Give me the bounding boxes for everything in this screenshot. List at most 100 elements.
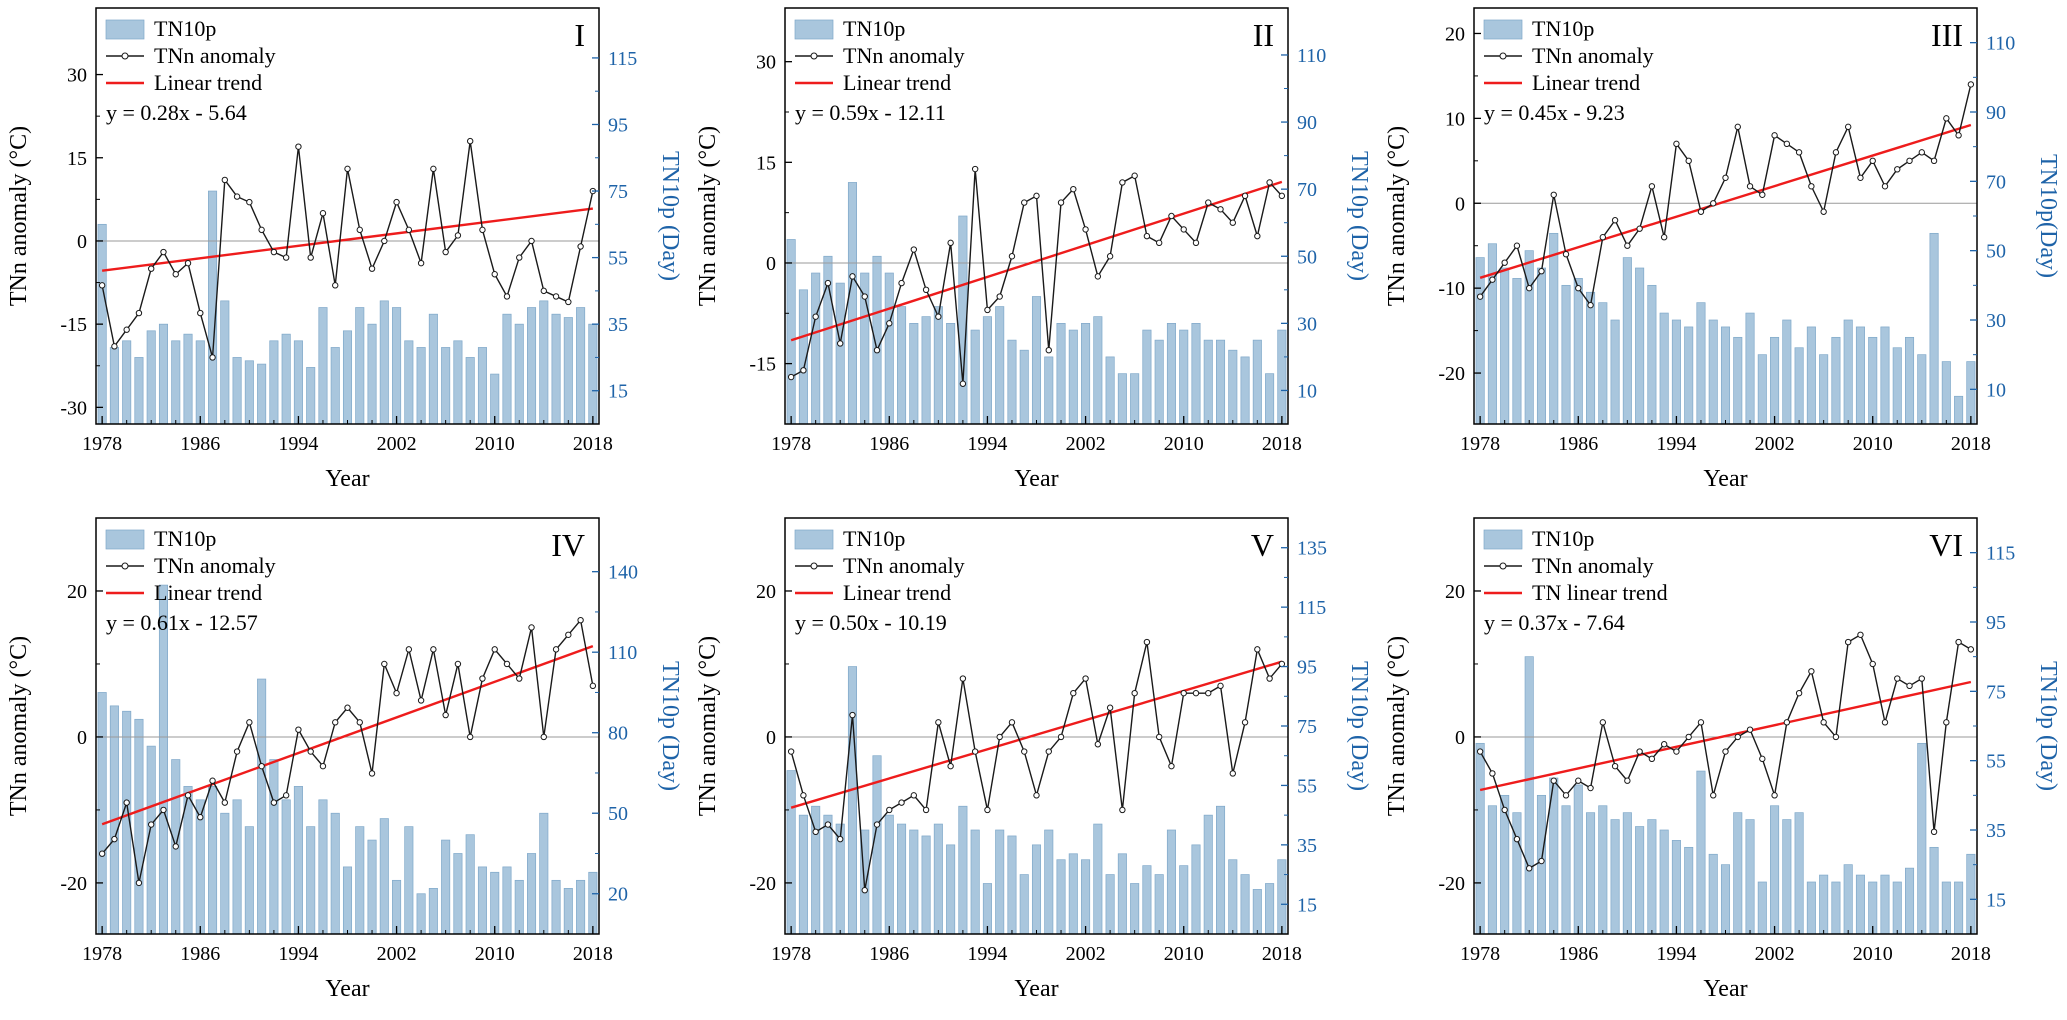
left-tick-label: 20 — [756, 581, 776, 603]
tnn-marker — [98, 850, 106, 857]
tnn-marker — [1746, 726, 1754, 733]
tn10p-bar — [1586, 812, 1596, 935]
tnn-marker — [1955, 638, 1962, 646]
panel-label: VI — [1929, 527, 1963, 563]
tn10p-bar — [1757, 354, 1767, 425]
tn10p-bar — [1671, 840, 1681, 935]
tn10p-bar — [1696, 770, 1706, 935]
left-tick-label: 20 — [1445, 581, 1465, 603]
tn10p-bar — [1019, 349, 1029, 425]
right-tick-label: 75 — [1986, 681, 2006, 703]
tnn-marker — [221, 176, 229, 184]
tnn-marker — [1894, 166, 1901, 173]
tn10p-bar — [428, 313, 438, 425]
tn10p-bar — [1610, 319, 1620, 425]
tnn-marker — [1241, 719, 1249, 726]
tn10p-bar — [244, 360, 254, 425]
x-tick-label: 2002 — [377, 943, 417, 965]
x-tick-label: 1978 — [1460, 943, 1500, 965]
tn10p-bar — [1905, 336, 1915, 425]
tnn-marker — [1832, 733, 1840, 741]
tn10p-bar — [1757, 881, 1767, 935]
tn10p-bar — [563, 317, 573, 425]
legend-bar-swatch — [105, 19, 145, 40]
right-tick-label: 115 — [1297, 597, 1326, 619]
tn10p-bar — [1093, 823, 1103, 935]
right-tick-label: 90 — [1297, 112, 1317, 134]
panel-label: III — [1931, 17, 1963, 53]
left-tick-label: -20 — [1438, 363, 1465, 385]
tnn-marker — [1562, 251, 1570, 258]
tn10p-bar — [220, 300, 230, 425]
tn10p-bar — [465, 357, 475, 425]
trend-equation: y = 0.28x - 5.64 — [106, 100, 247, 125]
tn10p-bar — [1166, 829, 1176, 935]
legend-label-tn10p: TN10p — [1532, 16, 1594, 41]
x-tick-label: 2010 — [475, 433, 515, 455]
legend-marker — [1499, 562, 1507, 570]
tn10p-bar — [220, 812, 230, 935]
tn10p-bar — [379, 300, 389, 425]
tnn-marker — [1008, 719, 1016, 726]
right-tick-label: 35 — [1297, 835, 1317, 857]
tnn-marker — [1869, 660, 1876, 668]
tn10p-bar — [416, 347, 426, 425]
tn10p-bar — [1598, 805, 1608, 935]
tnn-marker — [1918, 149, 1925, 156]
left-tick-label: -15 — [60, 314, 87, 336]
tnn-marker — [898, 279, 905, 287]
tnn-marker — [1143, 638, 1151, 646]
right-axis-label: TN10p (Day) — [657, 151, 683, 281]
tnn-marker — [787, 748, 795, 755]
tn10p-bar — [1265, 883, 1275, 935]
x-tick-label: 1978 — [82, 433, 122, 455]
legend-label-trend: Linear trend — [1532, 70, 1640, 95]
left-axis-label: TNn anomaly (°C) — [6, 636, 32, 816]
tn10p-bar — [281, 799, 291, 935]
tnn-marker — [368, 265, 376, 272]
tn10p-bar — [1105, 356, 1115, 425]
tnn-marker — [1070, 689, 1077, 697]
tnn-marker — [1906, 682, 1913, 690]
tn10p-bar — [1770, 336, 1780, 425]
tn10p-bar — [576, 879, 586, 935]
tnn-marker — [910, 246, 918, 253]
tn10p-bar — [1130, 883, 1140, 935]
tnn-marker — [1611, 217, 1619, 224]
x-tick-label: 1994 — [278, 433, 318, 455]
tnn-marker — [356, 226, 363, 234]
tn10p-bar — [293, 786, 303, 935]
tn10p-bar — [1475, 742, 1485, 935]
tn10p-bar — [811, 805, 821, 935]
tnn-marker — [1538, 267, 1545, 275]
tnn-marker — [1021, 748, 1028, 755]
tnn-marker — [1241, 192, 1249, 200]
tnn-marker — [947, 239, 954, 247]
x-tick-label: 2002 — [1066, 433, 1106, 455]
tn10p-bar — [1941, 881, 1951, 935]
tnn-marker — [1106, 253, 1114, 260]
tnn-marker — [233, 193, 241, 200]
tnn-marker — [910, 792, 918, 799]
x-axis-label: Year — [1703, 976, 1747, 1002]
x-tick-label: 1978 — [1460, 433, 1500, 455]
legend-bar-swatch — [1483, 529, 1523, 550]
tnn-marker — [1734, 123, 1741, 131]
chart-V: -20 0 20 15 35 55 75 95 115 135 1978 1986 1994 2002 20… — [695, 517, 1372, 1002]
linear-trend-line — [790, 660, 1283, 809]
tnn-marker — [1266, 179, 1273, 186]
left-tick-label: 0 — [766, 727, 776, 749]
tn10p-bar — [134, 718, 144, 935]
tn10p-bar — [1954, 881, 1964, 935]
left-tick-label: 0 — [77, 231, 87, 253]
right-tick-label: 20 — [608, 884, 628, 906]
left-tick-label: 0 — [77, 727, 87, 749]
tn10p-bar — [1056, 323, 1066, 425]
legend-label-trend: Linear trend — [843, 70, 951, 95]
tnn-marker — [197, 309, 204, 317]
tnn-marker — [184, 792, 192, 799]
tn10p-bar — [269, 759, 279, 935]
tn10p-bar — [1880, 326, 1890, 425]
tnn-marker — [1599, 234, 1607, 241]
tnn-marker — [160, 806, 167, 814]
